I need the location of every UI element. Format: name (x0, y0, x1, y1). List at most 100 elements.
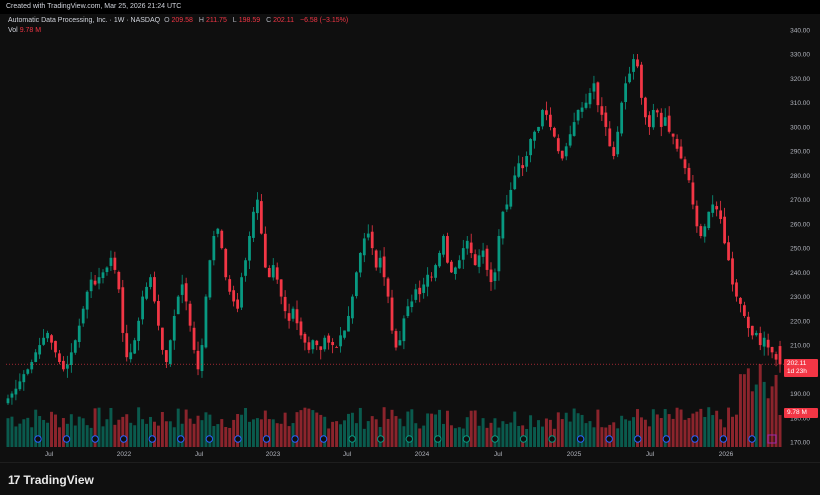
earnings-marker-icon (767, 434, 777, 444)
volume-bar (485, 427, 489, 447)
event-marker-icon (548, 435, 556, 443)
candle-body (370, 231, 374, 249)
volume-bar (275, 423, 279, 447)
volume-bar (26, 417, 30, 447)
volume-bar (469, 410, 473, 447)
candle-body (473, 254, 477, 266)
volume-bar (255, 418, 259, 447)
volume-bar (188, 418, 192, 447)
candle-body (149, 277, 152, 287)
event-marker-icon (177, 435, 185, 443)
symbol-legend[interactable]: Automatic Data Processing, Inc. · 1W · N… (8, 17, 350, 24)
volume-bar (695, 411, 699, 447)
candle-body (244, 260, 247, 276)
volume-bar (453, 428, 457, 447)
volume-bar (346, 413, 350, 447)
volume-bar (731, 416, 734, 447)
candle-body (683, 159, 687, 169)
volume-bar (604, 427, 608, 447)
candle-body (469, 242, 473, 253)
candle-body (30, 362, 34, 370)
candle-body (517, 163, 521, 177)
candle-body (259, 201, 263, 234)
volume-bar (548, 419, 552, 447)
candle-body (113, 257, 117, 270)
volume-bar (220, 419, 224, 447)
candle-body (228, 279, 232, 292)
candle-body (315, 340, 319, 346)
volume-bar (129, 422, 133, 447)
tradingview-brand[interactable]: 17 TradingView (8, 473, 94, 487)
candle-body (14, 388, 18, 395)
volume-bar (172, 427, 176, 447)
candle-body (549, 114, 552, 127)
volume-bar (259, 419, 263, 447)
event-marker-icon (119, 435, 128, 443)
candle-body (196, 350, 200, 370)
price-chart[interactable]: 340.00 330.00 320.00 310.00 300.00 290.00 280.… (0, 0, 820, 462)
candle-body (295, 309, 299, 324)
candle-body (739, 297, 742, 304)
volume-legend[interactable]: Vol 9.78 M (8, 27, 41, 34)
volume-bar (232, 419, 236, 447)
top-bar: Created with TradingView.com, Mar 25, 20… (0, 0, 820, 14)
volume-bar (343, 420, 346, 447)
candle-body (493, 272, 497, 281)
candle-body (552, 127, 556, 137)
candle-body (382, 256, 386, 278)
event-marker-icon (234, 435, 242, 443)
candle-body (453, 267, 457, 274)
volume-bar (647, 426, 651, 447)
volume-bar (632, 417, 636, 447)
candle-body (358, 252, 362, 273)
volume-bar (667, 414, 671, 447)
volume-bar (184, 409, 188, 447)
candle-body (347, 315, 350, 332)
volume-bar (402, 426, 406, 447)
volume-bar (85, 425, 89, 447)
candle-body (366, 233, 370, 238)
volume-bar (93, 408, 97, 447)
candle-body (34, 352, 38, 362)
candle-body (727, 242, 730, 261)
candle-body (311, 340, 315, 350)
candle-body (398, 340, 402, 346)
volume-bar (699, 408, 703, 447)
volume-bar (418, 428, 422, 447)
volume-bar (715, 410, 719, 447)
volume-bar (291, 423, 295, 447)
candle-body (663, 117, 667, 126)
volume-bar (742, 374, 746, 447)
volume-bar (216, 424, 220, 447)
volume-bar (224, 427, 228, 447)
candle-body (212, 236, 216, 261)
x-tick-label: 2024 (415, 451, 430, 458)
volume-bar (580, 414, 584, 447)
volume-bar (307, 408, 311, 447)
high-value: 211.75 (205, 17, 227, 24)
candle-body (529, 139, 532, 156)
volume-bar (46, 422, 50, 447)
volume-bar (406, 411, 410, 447)
volume-bar (331, 421, 335, 447)
candle-body (394, 331, 398, 348)
candle-body (703, 226, 707, 237)
event-marker-icon (605, 435, 613, 443)
candle-body (240, 277, 243, 308)
candle-body (26, 369, 30, 374)
candle-body (81, 308, 85, 324)
candle-body (172, 315, 176, 341)
candle-body (560, 150, 564, 159)
y-tick-label: 260.00 (790, 221, 810, 228)
brand-name: TradingView (23, 473, 94, 487)
candle-body (208, 260, 212, 298)
volume-bar (248, 421, 251, 447)
volume-bar (228, 427, 232, 447)
volume-bar (236, 414, 240, 447)
y-tick-label: 170.00 (790, 440, 810, 447)
x-tick-label: Jul (494, 451, 503, 458)
candle-body (105, 267, 109, 273)
candle-body (402, 318, 406, 342)
volume-bar (691, 413, 695, 447)
candle-body (410, 301, 414, 308)
